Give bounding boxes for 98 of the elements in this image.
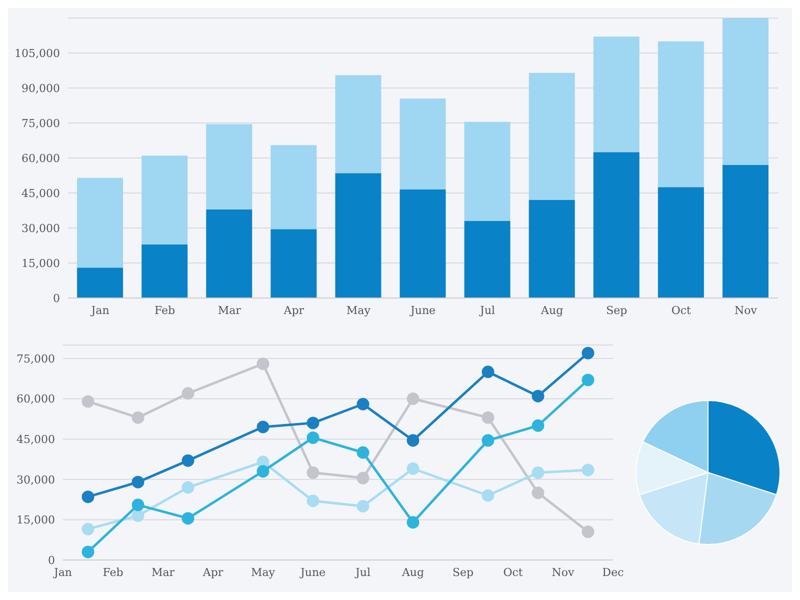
point	[582, 346, 594, 360]
y-tick-label: 0	[53, 292, 60, 305]
point	[82, 395, 94, 408]
point	[182, 481, 194, 494]
point	[582, 526, 594, 538]
point	[406, 462, 420, 475]
point	[532, 466, 544, 479]
x-tick-label: Oct	[671, 304, 692, 317]
x-tick-label: Oct	[503, 566, 524, 579]
point	[582, 374, 594, 386]
bar	[658, 41, 704, 188]
y-tick-label: 30,000	[16, 473, 55, 486]
point	[356, 472, 370, 484]
point	[182, 512, 194, 525]
point	[482, 489, 494, 502]
point	[356, 500, 370, 512]
x-tick-label: Aug	[540, 304, 564, 317]
x-tick-label: Sep	[606, 304, 628, 317]
point	[182, 387, 194, 400]
bar	[722, 165, 768, 298]
point	[256, 420, 270, 434]
x-tick-label: June	[299, 566, 326, 579]
point	[582, 464, 594, 476]
y-tick-label: 30,000	[22, 222, 60, 235]
y-tick-label: 15,000	[16, 514, 55, 527]
x-tick-label: Dec	[602, 566, 624, 579]
bar	[77, 178, 124, 268]
x-tick-label: Aug	[400, 566, 424, 579]
x-tick-label: Mar	[151, 566, 176, 579]
bar	[270, 229, 317, 298]
x-tick-label: June	[409, 304, 436, 317]
point	[256, 465, 270, 478]
y-tick-label: 45,000	[16, 432, 55, 446]
point	[406, 516, 420, 529]
x-tick-label: Jan	[52, 566, 72, 579]
bar	[593, 36, 640, 152]
y-tick-label: 60,000	[16, 392, 55, 406]
y-tick-label: 75,000	[16, 352, 55, 366]
point	[532, 486, 544, 500]
x-tick-label: May	[250, 566, 276, 579]
bar	[77, 268, 124, 298]
point	[182, 454, 194, 467]
bar	[722, 18, 768, 165]
point	[532, 390, 544, 402]
x-tick-label: Jul	[479, 304, 496, 317]
point	[132, 411, 144, 424]
y-tick-label: 90,000	[22, 82, 60, 95]
y-tick-label: 60,000	[22, 152, 60, 165]
point	[132, 498, 144, 512]
bar	[142, 244, 188, 298]
bar	[593, 152, 640, 298]
bar	[400, 98, 446, 190]
x-tick-label: Sep	[452, 566, 474, 579]
point	[82, 546, 94, 558]
bar	[528, 72, 575, 200]
x-tick-label: Mar	[218, 304, 242, 317]
bar	[528, 200, 575, 298]
x-tick-label: Feb	[102, 566, 124, 579]
bar	[142, 156, 188, 244]
y-tick-label: 45,000	[22, 186, 60, 200]
point	[306, 494, 320, 508]
point	[306, 466, 320, 479]
bar	[270, 145, 317, 230]
x-tick-label: Jan	[90, 304, 110, 317]
y-tick-label: 15,000	[22, 256, 60, 270]
x-tick-label: Nov	[552, 566, 576, 579]
x-tick-label: Apr	[282, 304, 305, 317]
y-tick-label: 75,000	[22, 116, 60, 130]
y-tick-label: 0	[48, 554, 55, 567]
point	[356, 446, 370, 459]
bar	[658, 187, 704, 298]
x-tick-label: Feb	[154, 304, 176, 317]
x-tick-label: Nov	[734, 304, 758, 317]
point	[82, 522, 94, 536]
bar	[206, 124, 252, 210]
bar	[335, 75, 382, 174]
point	[82, 490, 94, 504]
point	[482, 366, 494, 378]
bar	[335, 173, 382, 298]
point	[132, 509, 144, 522]
x-tick-label: Apr	[202, 566, 224, 579]
point	[356, 398, 370, 410]
point	[406, 392, 420, 405]
point	[482, 411, 494, 424]
bar	[400, 190, 446, 298]
x-tick-label: Jul	[354, 566, 371, 579]
point	[532, 419, 544, 432]
point	[306, 416, 320, 430]
point	[482, 434, 494, 447]
bar	[464, 122, 510, 221]
y-tick-label: 105,000	[14, 46, 60, 60]
point	[256, 358, 270, 370]
point	[132, 476, 144, 488]
bar	[464, 221, 510, 298]
point	[306, 431, 320, 444]
bar	[206, 209, 252, 298]
point	[406, 434, 420, 447]
x-tick-label: May	[346, 304, 372, 317]
